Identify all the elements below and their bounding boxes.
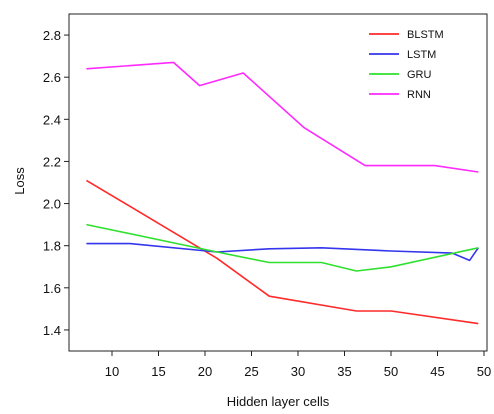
x-tick-label: 30 [291, 364, 305, 379]
x-axis-label: Hidden layer cells [227, 394, 330, 409]
series-line-gru [86, 223, 479, 272]
series-line-rnn [86, 61, 479, 173]
plot-frame [68, 13, 488, 352]
y-tick-label: 1.6 [43, 281, 61, 296]
x-tick-label: 35 [337, 364, 351, 379]
legend-label-blstm: BLSTM [407, 29, 444, 41]
legend-label-rnn: RNN [407, 89, 431, 101]
series-line-blstm [85, 179, 479, 325]
y-tick-label: 1.8 [43, 239, 61, 254]
x-tick-label: 45 [430, 364, 444, 379]
legend-label-lstm: LSTM [407, 49, 436, 61]
y-tick-label: 2.2 [43, 154, 61, 169]
legend-label-gru: GRU [407, 69, 432, 81]
y-tick-label: 2.8 [43, 28, 61, 43]
x-tick-label: 15 [151, 364, 165, 379]
y-axis-label: Loss [12, 167, 27, 195]
x-tick-label: 50 [477, 364, 491, 379]
y-tick-label: 1.4 [43, 323, 61, 338]
x-tick-label: 25 [244, 364, 258, 379]
y-tick-label: 2.0 [43, 197, 61, 212]
y-axis-ticks: 1.4 1.6 1.8 2.0 2.2 2.4 2.6 2.8 [43, 28, 69, 338]
series-line-lstm [86, 242, 479, 262]
y-tick-label: 2.6 [43, 70, 61, 85]
x-tick-label: 20 [198, 364, 212, 379]
x-tick-label: 10 [105, 364, 119, 379]
series-lines [85, 61, 479, 325]
y-tick-label: 2.4 [43, 112, 61, 127]
x-axis-ticks: 10 15 20 25 30 35 50 45 50 [105, 351, 491, 379]
legend: BLSTM LSTM GRU RNN [369, 29, 444, 101]
x-tick-label: 50 [384, 364, 398, 379]
